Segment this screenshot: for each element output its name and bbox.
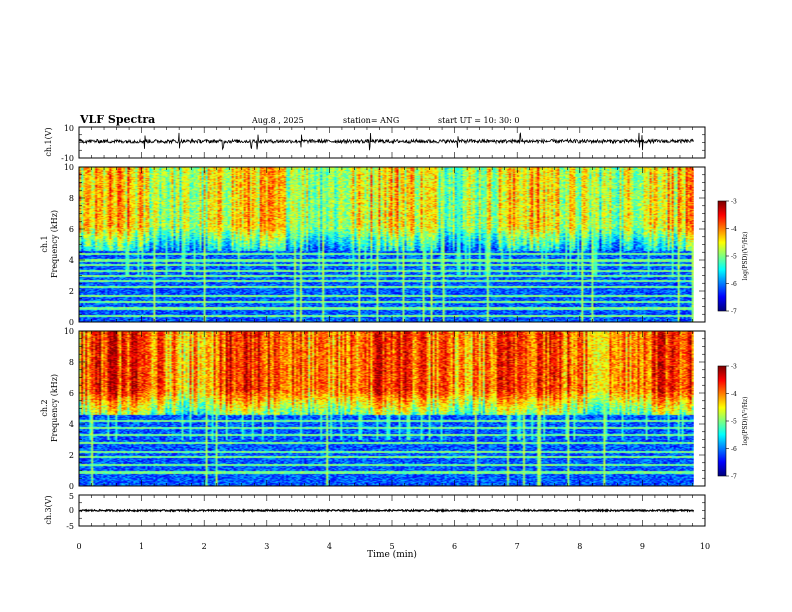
- freq-tick-label: 2: [69, 287, 74, 296]
- ch2-channel-label: ch.2: [40, 399, 49, 416]
- freq-tick-label: 0: [69, 318, 74, 327]
- freq-tick-label: 6: [69, 389, 74, 398]
- freq-tick-label: 4: [69, 256, 74, 265]
- ch3-waveform-panel: 5 0 -5 ch.3(V): [44, 492, 705, 531]
- ch2-colorbar-ticks: -3 -4 -5 -6 -7: [726, 364, 737, 481]
- date-label: Aug.8 , 2025: [251, 116, 304, 125]
- colorbar-tick-label: -5: [731, 254, 737, 261]
- ch1-waveform-ylabel: ch.1(V): [44, 127, 53, 156]
- freq-tick-label: 8: [69, 358, 74, 367]
- figure-title: VLF Spectra: [79, 113, 155, 126]
- colorbar-tick-label: -3: [731, 199, 737, 206]
- ch1-waveform-panel: 10 -10 ch.1(V): [44, 124, 705, 163]
- colorbar-tick-label: -5: [731, 419, 737, 426]
- freq-tick-label: 0: [69, 482, 74, 491]
- ch3-ytick-bottom: -5: [66, 522, 74, 531]
- ch1-freq-axis-label: Frequency (kHz): [50, 210, 59, 278]
- time-tick-label: 2: [202, 542, 207, 551]
- ch1-colorbar-label: log(PSD)(V²/Hz): [742, 232, 749, 281]
- ch3-waveform-trace: [79, 510, 694, 512]
- colorbar-tick-label: -7: [731, 309, 737, 316]
- time-tick-label: 0: [76, 542, 81, 551]
- ch2-freq-axis-label: Frequency (kHz): [50, 374, 59, 442]
- colorbar-tick-label: -4: [731, 226, 737, 233]
- ch2-colorbar: [718, 366, 726, 476]
- time-tick-label: 1: [139, 542, 144, 551]
- freq-tick-label: 10: [64, 163, 74, 172]
- colorbar-tick-label: -3: [731, 364, 737, 371]
- station-label: station= ANG: [343, 116, 399, 125]
- colorbar-tick-label: -6: [731, 446, 737, 453]
- colorbar-tick-label: -4: [731, 391, 737, 398]
- colorbar-tick-label: -7: [731, 474, 737, 481]
- time-tick-label: 4: [327, 542, 332, 551]
- ch1-channel-label: ch.1: [40, 235, 49, 252]
- colorbar-tick-label: -6: [731, 281, 737, 288]
- time-axis-label: Time (min): [367, 549, 417, 560]
- freq-tick-label: 2: [69, 451, 74, 460]
- time-tick-label: 8: [577, 542, 582, 551]
- ch1-colorbar: [718, 201, 726, 311]
- ch1-ytick-bottom: -10: [61, 154, 74, 163]
- ch1-colorbar-ticks: -3 -4 -5 -6 -7: [726, 199, 737, 316]
- freq-tick-label: 4: [69, 420, 74, 429]
- time-tick-label: 3: [264, 542, 269, 551]
- freq-tick-label: 10: [64, 327, 74, 336]
- freq-tick-label: 8: [69, 194, 74, 203]
- ch2-colorbar-label: log(PSD)(V²/Hz): [742, 397, 749, 446]
- time-tick-label: 7: [515, 542, 520, 551]
- time-tick-label: 10: [700, 542, 710, 551]
- ch1-waveform-trace: [79, 133, 694, 150]
- ch1-ytick-top: 10: [64, 124, 74, 133]
- vlf-spectra-figure: VLF Spectra Aug.8 , 2025 station= ANG st…: [0, 0, 792, 612]
- ch3-ytick-top: 5: [69, 492, 74, 501]
- freq-tick-label: 6: [69, 225, 74, 234]
- time-tick-label: 6: [452, 542, 457, 551]
- ch1-spectrogram-image: [79, 167, 694, 322]
- time-tick-label: 9: [640, 542, 645, 551]
- start-time-label: start UT = 10: 30: 0: [438, 116, 519, 125]
- ch2-spectrogram-image: [79, 331, 694, 486]
- ch3-ytick-mid: 0: [69, 506, 74, 515]
- ch3-waveform-ylabel: ch.3(V): [44, 495, 53, 524]
